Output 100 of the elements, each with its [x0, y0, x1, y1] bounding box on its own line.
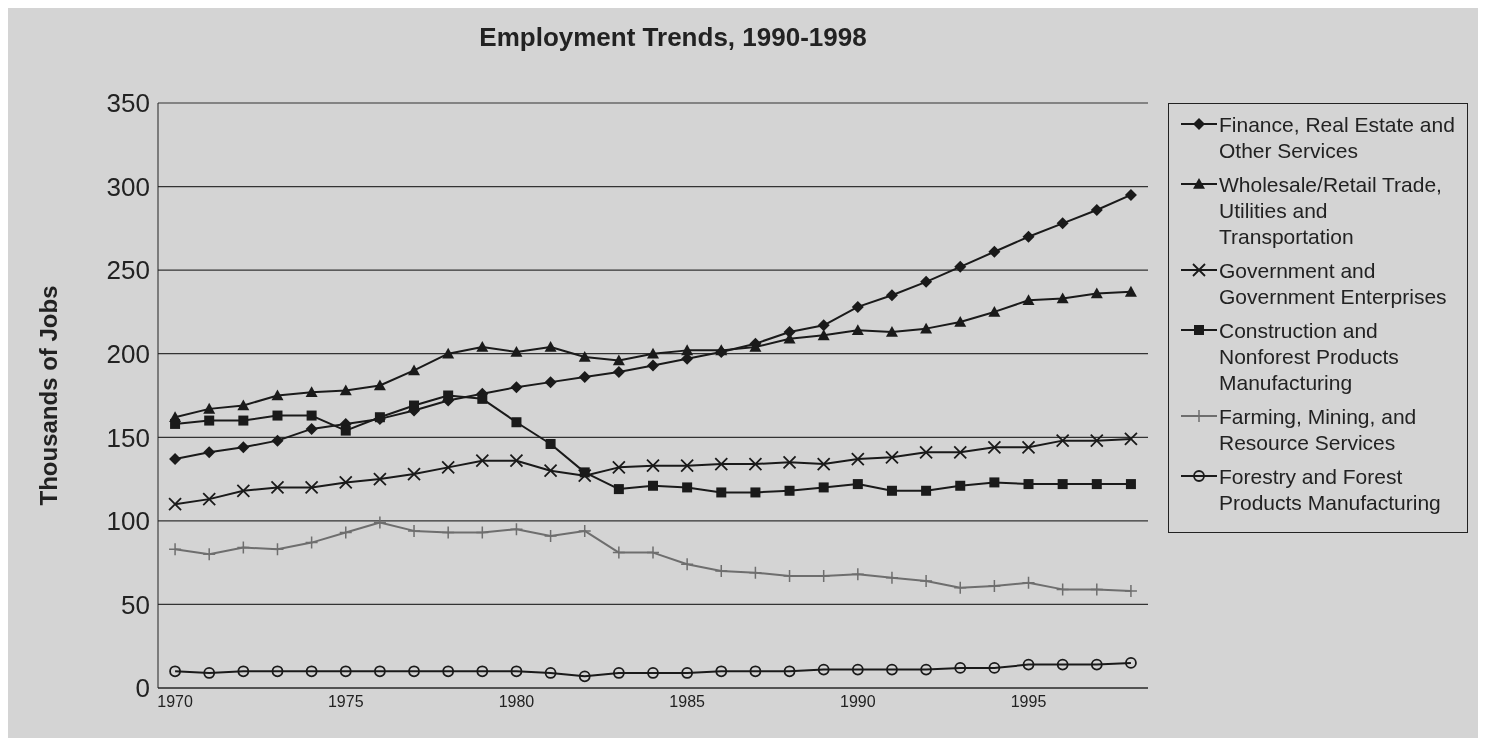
- point: [203, 667, 216, 679]
- point: [304, 480, 319, 495]
- point: [920, 322, 933, 334]
- point: [237, 665, 250, 678]
- point: [1089, 433, 1104, 448]
- legend-label: Forestry and Forest Products Manufacturing: [1219, 464, 1442, 516]
- point: [578, 371, 591, 384]
- point: [373, 472, 387, 486]
- point: [270, 480, 285, 495]
- point: [1125, 479, 1136, 490]
- point: [816, 457, 831, 471]
- point: [475, 453, 490, 468]
- point: [714, 457, 729, 471]
- point: [373, 379, 386, 391]
- point: [237, 399, 250, 411]
- point: [714, 564, 729, 578]
- point: [1124, 188, 1137, 201]
- point: [1090, 582, 1104, 597]
- point: [407, 524, 421, 538]
- point: [613, 484, 624, 495]
- x-tick-label: 1970: [157, 693, 193, 711]
- point: [441, 525, 455, 540]
- point: [612, 545, 626, 560]
- point: [988, 305, 1001, 317]
- point: [784, 485, 795, 496]
- point: [477, 393, 488, 404]
- x-tick-label: 1975: [327, 693, 364, 711]
- point: [989, 477, 1000, 488]
- x-tick-label: 1985: [669, 693, 706, 711]
- point: [647, 667, 659, 679]
- point: [783, 665, 796, 678]
- point: [1022, 230, 1035, 243]
- point: [921, 485, 932, 496]
- point: [1055, 433, 1070, 448]
- point: [817, 329, 830, 341]
- point: [1023, 479, 1034, 490]
- point: [476, 341, 489, 352]
- point: [237, 441, 250, 454]
- point: [988, 662, 1001, 674]
- y-tick-label: 150: [106, 422, 150, 453]
- point: [543, 529, 558, 543]
- point: [339, 525, 353, 540]
- point: [988, 245, 1001, 258]
- point: [612, 667, 625, 679]
- point: [408, 665, 420, 678]
- point: [339, 665, 352, 678]
- point: [716, 487, 727, 498]
- point: [612, 354, 625, 366]
- point: [680, 557, 694, 572]
- point: [715, 665, 728, 678]
- point: [1090, 203, 1103, 216]
- point: [612, 366, 625, 379]
- point: [1056, 292, 1069, 304]
- point: [1124, 432, 1138, 446]
- point: [442, 665, 455, 678]
- point: [919, 445, 933, 460]
- point: [885, 289, 898, 302]
- point: [236, 483, 251, 498]
- y-tick-label: 200: [106, 338, 150, 369]
- point: [475, 525, 490, 540]
- y-tick-label: 50: [121, 589, 150, 620]
- point: [168, 497, 182, 512]
- point: [578, 670, 591, 683]
- point: [681, 667, 694, 679]
- point: [305, 386, 318, 397]
- point: [441, 460, 456, 475]
- point: [817, 319, 830, 332]
- chart-title: Employment Trends, 1990-1998: [478, 22, 868, 53]
- point: [818, 482, 829, 493]
- point: [271, 389, 284, 401]
- point: [647, 347, 659, 359]
- point: [510, 346, 523, 357]
- point: [579, 467, 590, 478]
- point: [646, 545, 660, 560]
- legend-label: Farming, Mining, and Resource Services: [1219, 404, 1418, 456]
- point: [236, 540, 251, 555]
- point: [577, 524, 592, 538]
- point: [646, 458, 660, 473]
- point: [850, 452, 865, 466]
- point: [373, 515, 387, 530]
- point: [305, 422, 318, 435]
- point: [987, 579, 1002, 593]
- y-tick-label: 100: [106, 506, 150, 537]
- point: [204, 415, 215, 426]
- point: [680, 458, 695, 473]
- point: [1021, 575, 1036, 590]
- point: [511, 417, 522, 428]
- legend-label: Wholesale/Retail Trade, Utilities and Transportation: [1219, 172, 1443, 250]
- point: [169, 665, 181, 678]
- point: [954, 260, 967, 273]
- point: [955, 480, 966, 491]
- y-tick-label: 0: [135, 673, 150, 704]
- point: [510, 381, 523, 394]
- point: [545, 438, 556, 449]
- legend-label: Finance, Real Estate and Other Services: [1219, 112, 1456, 164]
- x-tick-label: 1995: [1010, 693, 1047, 711]
- point: [748, 457, 763, 471]
- point: [1057, 479, 1068, 490]
- point: [920, 663, 932, 676]
- y-tick-label: 300: [106, 171, 150, 202]
